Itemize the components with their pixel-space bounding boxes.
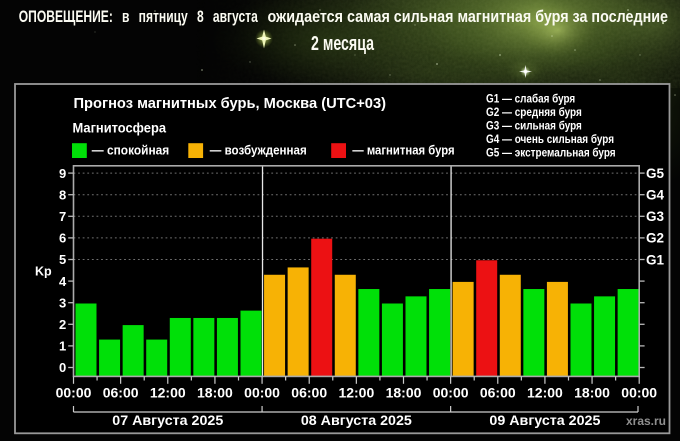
- svg-text:18:00: 18:00: [574, 384, 610, 400]
- svg-text:— спокойная: — спокойная: [92, 144, 169, 158]
- svg-text:G2 — средняя буря: G2 — средняя буря: [486, 105, 582, 119]
- svg-text:06:00: 06:00: [103, 384, 139, 400]
- svg-text:G4: G4: [646, 188, 665, 203]
- svg-text:Прогноз магнитных бурь, Москва: Прогноз магнитных бурь, Москва (UTC+03): [74, 96, 387, 112]
- svg-text:ожидается самая сильная магнит: ожидается самая сильная магнитная буря з…: [268, 8, 669, 26]
- svg-text:G5 — экстремальная буря: G5 — экстремальная буря: [486, 145, 616, 159]
- svg-text:00:00: 00:00: [56, 384, 92, 400]
- svg-text:08 Августа 2025: 08 Августа 2025: [301, 413, 413, 428]
- svg-text:2: 2: [59, 317, 66, 332]
- svg-text:G4 — очень сильная буря: G4 — очень сильная буря: [486, 132, 614, 146]
- svg-text:00:00: 00:00: [244, 384, 280, 400]
- svg-text:09 Августа 2025: 09 Августа 2025: [489, 413, 601, 428]
- svg-text:06:00: 06:00: [480, 384, 516, 400]
- svg-text:G1 — слабая буря: G1 — слабая буря: [486, 91, 575, 105]
- svg-text:6: 6: [59, 231, 66, 246]
- svg-text:0: 0: [59, 360, 66, 375]
- svg-text:18:00: 18:00: [197, 384, 233, 400]
- svg-text:3: 3: [59, 295, 66, 310]
- svg-text:xras.ru: xras.ru: [626, 414, 666, 428]
- svg-text:G1: G1: [646, 252, 665, 267]
- svg-text:Kp: Kp: [35, 264, 52, 278]
- svg-text:ОПОВЕЩЕНИЕ: в пятницу 8 август: ОПОВЕЩЕНИЕ: в пятницу 8 августа: [19, 8, 259, 26]
- svg-text:00:00: 00:00: [433, 384, 469, 400]
- svg-text:Магнитосфера: Магнитосфера: [73, 121, 167, 136]
- svg-text:12:00: 12:00: [150, 384, 186, 400]
- svg-text:— магнитная буря: — магнитная буря: [352, 144, 454, 158]
- svg-text:4: 4: [59, 274, 67, 289]
- svg-text:— возбужденная: — возбужденная: [210, 144, 307, 158]
- svg-text:07 Августа 2025: 07 Августа 2025: [112, 413, 224, 428]
- svg-text:06:00: 06:00: [291, 384, 327, 400]
- svg-text:12:00: 12:00: [338, 384, 374, 400]
- svg-text:1: 1: [59, 339, 66, 354]
- svg-text:00:00: 00:00: [621, 384, 657, 400]
- svg-text:18:00: 18:00: [386, 384, 422, 400]
- svg-text:G3: G3: [646, 209, 665, 224]
- svg-text:G2: G2: [646, 231, 664, 246]
- svg-text:2 месяца: 2 месяца: [311, 33, 375, 55]
- svg-text:5: 5: [59, 252, 66, 267]
- svg-text:12:00: 12:00: [527, 384, 563, 400]
- svg-text:9: 9: [59, 166, 66, 181]
- svg-text:8: 8: [59, 187, 66, 202]
- svg-text:7: 7: [59, 209, 66, 224]
- svg-text:G3 — сильная буря: G3 — сильная буря: [486, 118, 582, 132]
- svg-text:G5: G5: [646, 166, 665, 181]
